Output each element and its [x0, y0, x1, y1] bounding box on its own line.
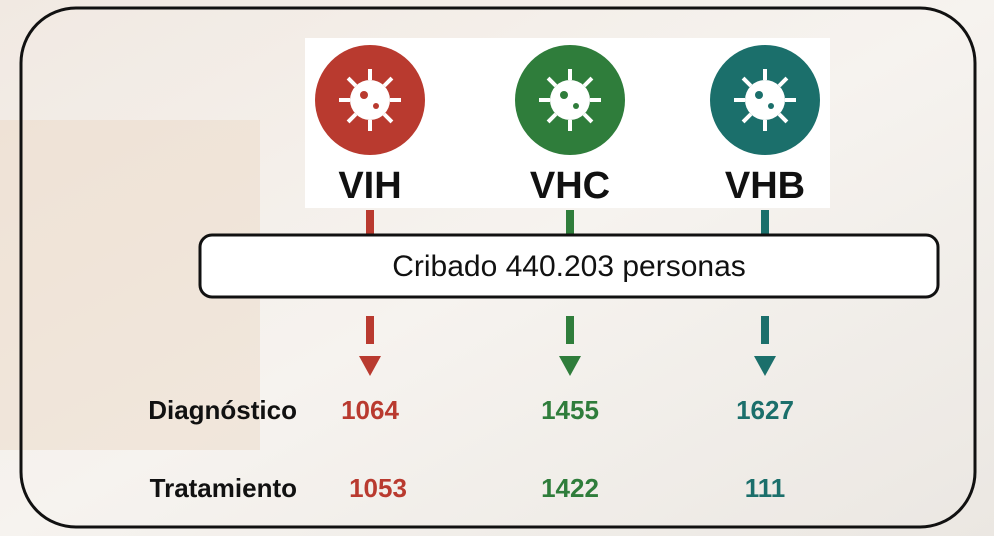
- row-value: 1455: [541, 395, 599, 425]
- virus-body: [745, 80, 785, 120]
- virus-label: VHC: [530, 165, 610, 207]
- infographic: Cribado 440.203 personas VIH VHC VHB Diagnó…: [0, 0, 994, 536]
- row-value: 111: [745, 473, 786, 503]
- virus-dot: [560, 91, 568, 99]
- virus-body: [550, 80, 590, 120]
- connector: [566, 210, 574, 234]
- connector: [761, 316, 769, 344]
- connector: [366, 316, 374, 344]
- connector: [366, 210, 374, 234]
- row-value: 1064: [341, 395, 399, 425]
- screening-text: Cribado 440.203 personas: [392, 250, 746, 283]
- virus-dot: [768, 103, 774, 109]
- virus-dot: [755, 91, 763, 99]
- connector: [566, 316, 574, 344]
- row-label: Tratamiento: [150, 473, 297, 503]
- row-value: 1627: [736, 395, 794, 425]
- virus-dot: [373, 103, 379, 109]
- page: Cribado 440.203 personas VIH VHC VHB Diagnó…: [0, 0, 994, 536]
- connector: [761, 210, 769, 234]
- row-label: Diagnóstico: [148, 395, 297, 425]
- virus-body: [350, 80, 390, 120]
- virus-dot: [360, 91, 368, 99]
- virus-label: VHB: [725, 165, 805, 207]
- virus-label: VIH: [338, 165, 401, 207]
- virus-dot: [573, 103, 579, 109]
- row-value: 1053: [349, 473, 407, 503]
- row-value: 1422: [541, 473, 599, 503]
